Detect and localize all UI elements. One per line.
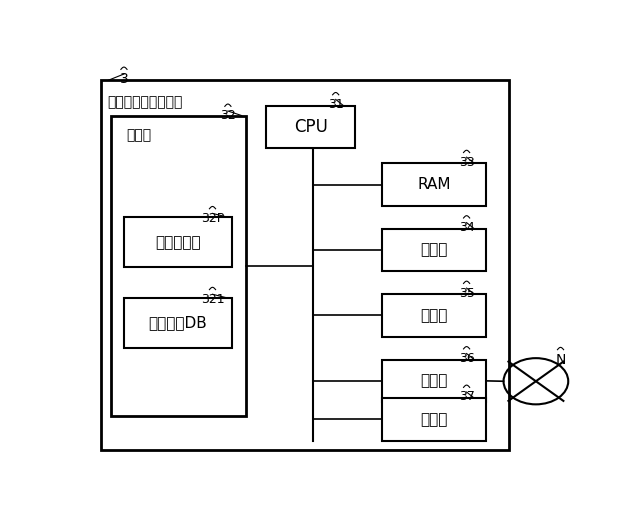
Text: 入力部: 入力部 xyxy=(420,242,447,258)
Bar xyxy=(124,298,232,348)
Text: 表示部: 表示部 xyxy=(420,308,447,323)
Bar xyxy=(382,294,486,337)
Bar xyxy=(382,398,486,441)
Text: 通信部: 通信部 xyxy=(420,373,447,388)
Text: RAM: RAM xyxy=(417,177,451,192)
Bar xyxy=(382,163,486,206)
Text: N: N xyxy=(556,353,566,367)
Text: 計時部: 計時部 xyxy=(420,412,447,427)
Text: 32: 32 xyxy=(220,110,236,122)
Text: 33: 33 xyxy=(459,155,474,169)
Bar xyxy=(382,360,486,402)
Bar xyxy=(101,80,509,450)
Text: プログラム: プログラム xyxy=(155,235,201,250)
Text: 31: 31 xyxy=(328,98,344,111)
Text: 34: 34 xyxy=(459,221,474,234)
Bar xyxy=(266,105,355,148)
Text: 記憶部: 記憶部 xyxy=(126,129,152,143)
Text: 位置情報DB: 位置情報DB xyxy=(148,316,207,330)
Text: CPU: CPU xyxy=(294,118,328,136)
Text: 37: 37 xyxy=(459,391,474,404)
Text: 35: 35 xyxy=(459,287,474,299)
Text: コンテンツ出力装置: コンテンツ出力装置 xyxy=(107,95,182,110)
Text: 32P: 32P xyxy=(201,212,224,225)
Text: 3: 3 xyxy=(120,73,129,86)
Bar xyxy=(382,229,486,271)
Bar xyxy=(111,115,246,416)
Bar xyxy=(124,217,232,267)
Text: 321: 321 xyxy=(201,292,224,306)
Text: 36: 36 xyxy=(459,352,474,365)
